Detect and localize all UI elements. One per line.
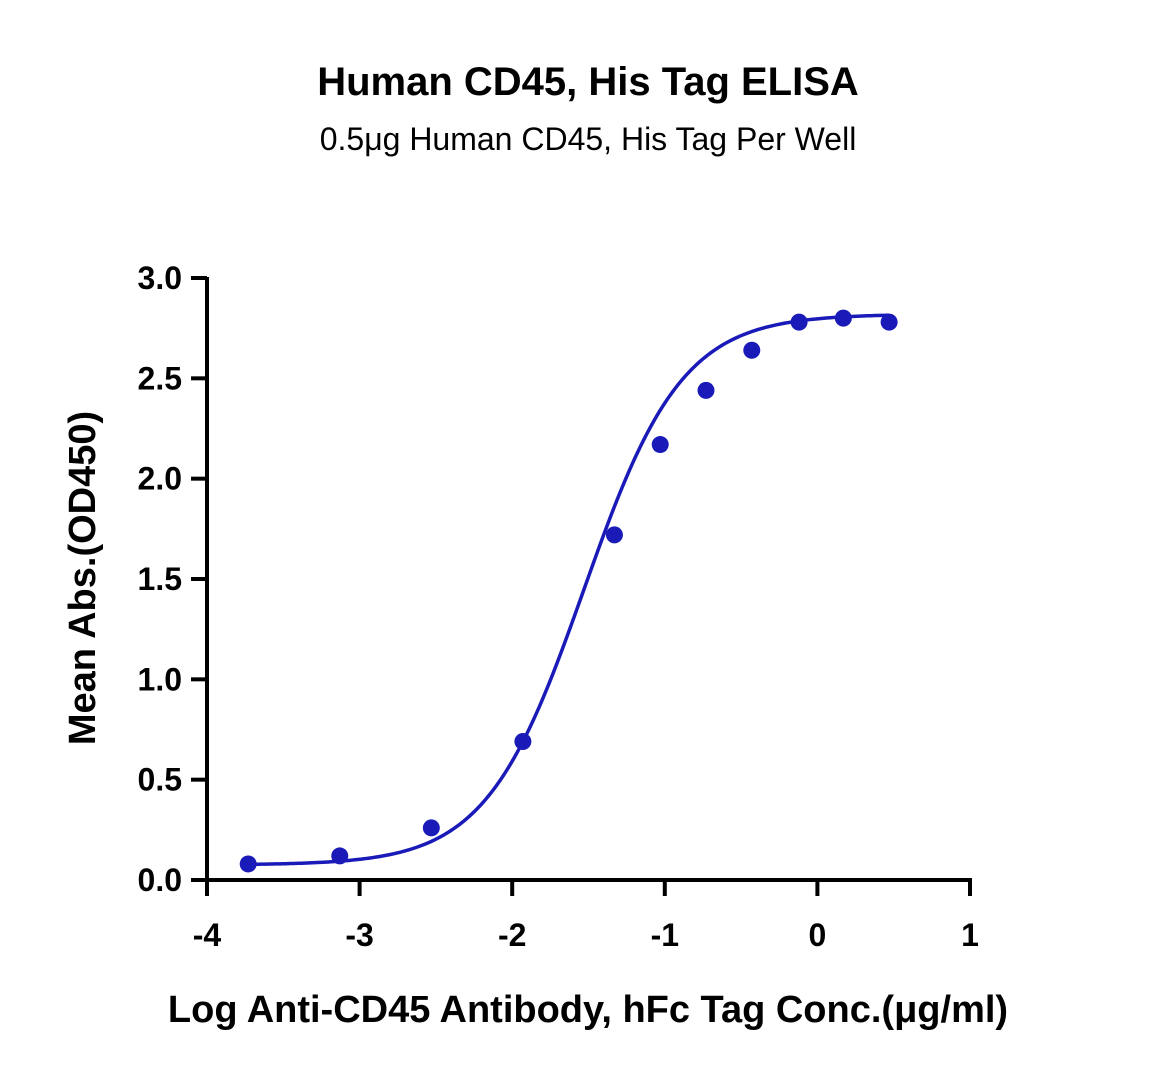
y-tick-label: 0.0: [138, 862, 182, 898]
y-tick-label: 3.0: [138, 260, 182, 296]
data-point: [331, 847, 349, 865]
y-tick-label: 1.5: [138, 561, 182, 597]
x-tick-label: -1: [651, 917, 679, 953]
chart-title: Human CD45, His Tag ELISA: [317, 60, 859, 104]
chart-subtitle: 0.5μg Human CD45, His Tag Per Well: [320, 121, 857, 157]
x-ticks: -4 -3 -2 -1 0 1: [193, 880, 979, 953]
data-point: [239, 855, 257, 873]
data-point: [697, 381, 715, 399]
data-point: [605, 526, 623, 544]
x-axis-label: Log Anti-CD45 Antibody, hFc Tag Conc.(μg…: [168, 989, 1008, 1031]
x-tick-label: 1: [961, 917, 979, 953]
y-tick-label: 1.0: [138, 661, 182, 697]
y-tick-label: 0.5: [138, 762, 182, 798]
data-point: [834, 309, 852, 327]
data-points: [239, 309, 898, 873]
fit-curve: [248, 313, 890, 867]
x-tick-label: 0: [809, 917, 827, 953]
y-axis-label: Mean Abs.(OD450): [62, 411, 104, 745]
data-point: [743, 341, 761, 359]
data-point: [514, 733, 532, 751]
data-point: [422, 819, 440, 837]
y-ticks: 0.0 0.5 1.0 1.5 2.0 2.5 3.0: [138, 260, 207, 898]
x-tick-label: -2: [498, 917, 526, 953]
x-tick-label: -3: [345, 917, 373, 953]
y-tick-label: 2.0: [138, 461, 182, 497]
y-tick-label: 2.5: [138, 360, 182, 396]
x-tick-label: -4: [193, 917, 222, 953]
data-point: [880, 313, 898, 331]
data-point: [651, 436, 669, 454]
data-point: [790, 313, 808, 331]
